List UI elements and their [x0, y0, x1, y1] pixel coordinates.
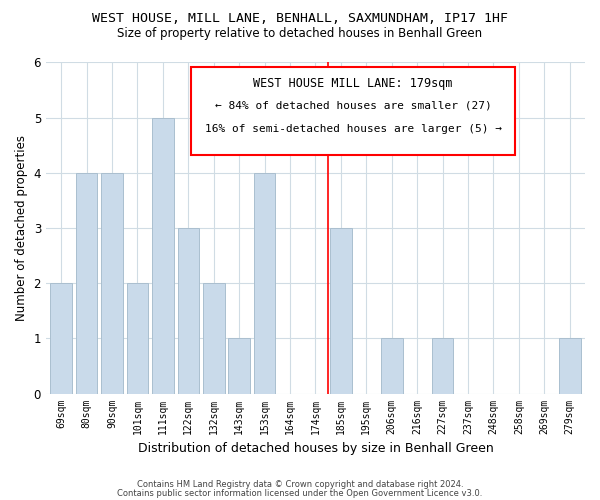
Bar — [178, 228, 199, 394]
FancyBboxPatch shape — [191, 68, 515, 155]
Bar — [229, 338, 250, 394]
Text: Size of property relative to detached houses in Benhall Green: Size of property relative to detached ho… — [118, 28, 482, 40]
Text: 16% of semi-detached houses are larger (5) →: 16% of semi-detached houses are larger (… — [205, 124, 502, 134]
Text: ← 84% of detached houses are smaller (27): ← 84% of detached houses are smaller (27… — [215, 100, 491, 110]
Bar — [76, 173, 97, 394]
Bar — [101, 173, 123, 394]
Bar — [152, 118, 173, 394]
Bar — [330, 228, 352, 394]
Bar — [254, 173, 275, 394]
X-axis label: Distribution of detached houses by size in Benhall Green: Distribution of detached houses by size … — [137, 442, 493, 455]
Bar — [50, 283, 72, 394]
Y-axis label: Number of detached properties: Number of detached properties — [15, 135, 28, 321]
Bar — [127, 283, 148, 394]
Bar — [381, 338, 403, 394]
Bar — [432, 338, 454, 394]
Text: WEST HOUSE MILL LANE: 179sqm: WEST HOUSE MILL LANE: 179sqm — [253, 78, 453, 90]
Bar — [203, 283, 224, 394]
Text: WEST HOUSE, MILL LANE, BENHALL, SAXMUNDHAM, IP17 1HF: WEST HOUSE, MILL LANE, BENHALL, SAXMUNDH… — [92, 12, 508, 26]
Text: Contains HM Land Registry data © Crown copyright and database right 2024.: Contains HM Land Registry data © Crown c… — [137, 480, 463, 489]
Bar — [559, 338, 581, 394]
Text: Contains public sector information licensed under the Open Government Licence v3: Contains public sector information licen… — [118, 488, 482, 498]
